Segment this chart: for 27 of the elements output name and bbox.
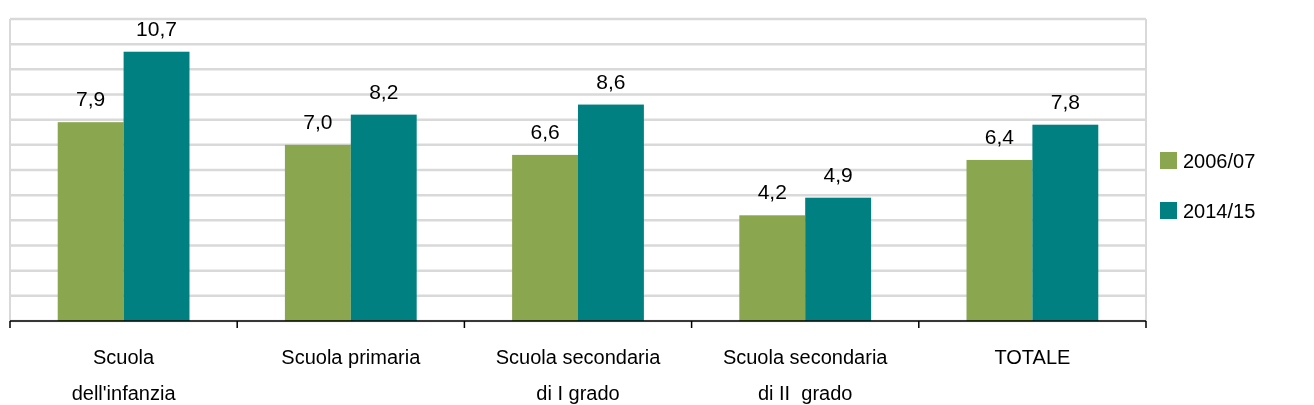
x-tick-label: Scuola dell'infanzia	[71, 346, 177, 404]
x-tick-label: TOTALE	[994, 346, 1071, 368]
legend-label: 2014/15	[1183, 200, 1256, 222]
data-label: 6,6	[530, 119, 560, 143]
x-tick-label: Scuola secondaria di II grado	[722, 346, 889, 404]
data-label: 4,2	[757, 180, 787, 204]
bar	[578, 104, 644, 321]
bar	[1032, 124, 1099, 321]
bar	[123, 51, 190, 321]
data-label: 8,6	[596, 69, 626, 93]
data-label: 6,4	[984, 124, 1015, 148]
bar	[739, 215, 806, 321]
bar	[284, 144, 351, 321]
data-label: 4,9	[823, 162, 853, 186]
legend-label: 2006/07	[1183, 150, 1256, 172]
data-label: 7,0	[303, 109, 333, 133]
x-tick-label: Scuola secondaria di I grado	[495, 346, 662, 404]
data-label: 7,9	[76, 87, 106, 111]
data-label: 8,2	[369, 79, 399, 103]
data-label: 7,8	[1050, 89, 1080, 113]
bar	[57, 122, 124, 321]
x-tick-label: Scuola primaria	[281, 346, 422, 368]
data-label: 10,7	[136, 16, 177, 40]
bar	[966, 159, 1033, 321]
bar	[805, 197, 872, 321]
bar	[350, 114, 417, 321]
bar	[512, 154, 578, 321]
